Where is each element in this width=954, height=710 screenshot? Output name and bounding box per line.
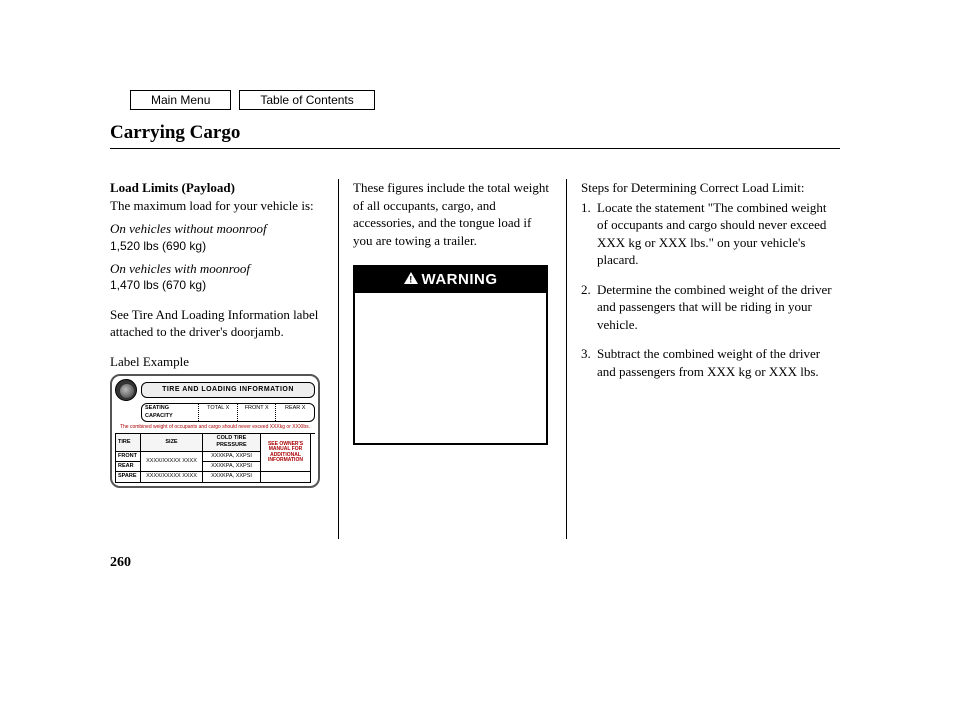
variant-with-moonroof-value: 1,470 lbs (670 kg) [110,277,324,293]
steps-list: 1. Locate the statement "The combined we… [581,199,838,381]
seating-capacity-row: SEATING CAPACITY TOTAL X FRONT X REAR X [141,403,315,422]
step-2: 2. Determine the combined weight of the … [581,281,838,334]
main-menu-button[interactable]: Main Menu [130,90,231,110]
tire-table: TIRE SIZE COLD TIRE PRESSURE SEE OWNER'S… [115,433,315,483]
step-text: Subtract the combined weight of the driv… [597,345,838,380]
nav-buttons: Main Menu Table of Contents [130,90,840,110]
col2-intro: These figures include the total weight o… [353,179,552,249]
psi-rear: XXXKPA, XXPSI [203,462,261,472]
warning-triangle-icon: ! [404,270,418,290]
row-front: FRONT [115,452,141,462]
psi-spare: XXXKPA, XXPSI [203,472,261,482]
th-tire: TIRE [115,434,141,452]
spare-blank [261,472,311,482]
step-text: Locate the statement "The combined weigh… [597,199,838,269]
label-example-caption: Label Example [110,353,324,371]
column-2: These figures include the total weight o… [338,179,566,539]
steps-intro: Steps for Determining Correct Load Limit… [581,179,838,197]
variant-without-moonroof-value: 1,520 lbs (690 kg) [110,238,324,254]
toc-button[interactable]: Table of Contents [239,90,374,110]
th-size: SIZE [141,434,203,452]
warning-label: WARNING [422,270,498,290]
step-1: 1. Locate the statement "The combined we… [581,199,838,269]
row-spare: SPARE [115,472,141,482]
tire-loading-label-graphic: TIRE AND LOADING INFORMATION SEATING CAP… [110,374,320,488]
tire-label-warning-line: The combined weight of occupants and car… [115,424,315,431]
variant-with-moonroof-label: On vehicles with moonroof [110,260,324,278]
step-number: 3. [581,345,597,380]
see-label-text: See Tire And Loading Information label a… [110,306,324,341]
step-number: 2. [581,281,597,334]
seating-front: FRONT X [238,404,277,421]
warning-header: ! WARNING [355,267,546,293]
size-spare: XXXX/XXXXX XXXX [141,472,203,482]
warning-body [355,293,546,443]
psi-front: XXXKPA, XXPSI [203,452,261,462]
content-columns: Load Limits (Payload) The maximum load f… [110,179,840,539]
load-limits-intro: The maximum load for your vehicle is: [110,197,324,215]
seating-capacity-label: SEATING CAPACITY [142,404,199,421]
row-rear: REAR [115,462,141,472]
th-pressure: COLD TIRE PRESSURE [203,434,261,452]
seating-total: TOTAL X [199,404,238,421]
tire-icon [115,379,137,401]
load-limits-heading: Load Limits (Payload) [110,179,324,197]
step-3: 3. Subtract the combined weight of the d… [581,345,838,380]
column-3: Steps for Determining Correct Load Limit… [566,179,838,539]
variant-without-moonroof-label: On vehicles without moonroof [110,220,324,238]
warning-box: ! WARNING [353,265,548,445]
page-title: Carrying Cargo [110,122,840,149]
size-front-rear: XXXX/XXXXX XXXX [141,452,203,473]
page-number: 260 [110,555,840,571]
see-owners-manual: SEE OWNER'S MANUAL FOR ADDITIONAL INFORM… [261,434,311,473]
svg-text:!: ! [409,275,413,285]
tire-label-title: TIRE AND LOADING INFORMATION [141,382,315,397]
step-number: 1. [581,199,597,269]
manual-page: Main Menu Table of Contents Carrying Car… [110,90,840,571]
step-text: Determine the combined weight of the dri… [597,281,838,334]
seating-rear: REAR X [276,404,314,421]
column-1: Load Limits (Payload) The maximum load f… [110,179,338,539]
